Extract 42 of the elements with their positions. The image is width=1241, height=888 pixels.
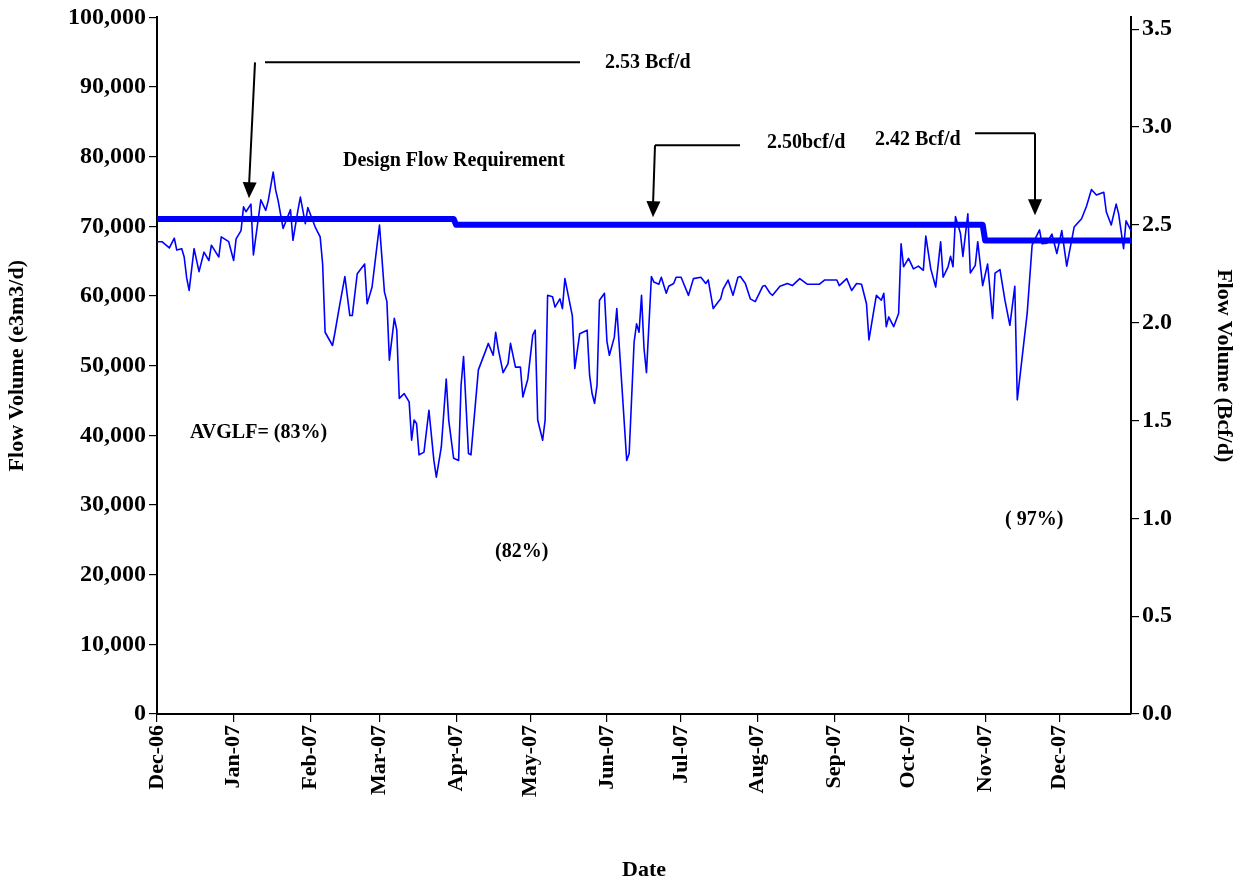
- y2-tick-label: 1.5: [1142, 405, 1172, 432]
- y-tick-label: 50,000: [80, 350, 146, 377]
- y-tick-label: 100,000: [68, 2, 146, 29]
- x-tick-label: Sep-07: [820, 725, 846, 789]
- y2-tick-label: 3.0: [1142, 112, 1172, 139]
- x-tick-label: Jun-07: [592, 725, 618, 790]
- x-tick-label: May-07: [515, 725, 541, 798]
- y-tick-label: 40,000: [80, 420, 146, 447]
- x-tick-label: Aug-07: [743, 725, 769, 794]
- y-axis-title: Flow Volume (e3m3/d): [2, 259, 28, 472]
- y-tick-label: 60,000: [80, 281, 146, 308]
- y-tick-label: 70,000: [80, 211, 146, 238]
- annotation: Design Flow Requirement: [343, 148, 566, 172]
- y-tick-label: 20,000: [80, 559, 146, 586]
- x-tick-label: Jul-07: [666, 725, 692, 784]
- x-tick-label: Dec-06: [142, 725, 168, 790]
- x-tick-label: Oct-07: [894, 725, 920, 789]
- y2-tick-label: 2.0: [1142, 307, 1172, 334]
- annotation: 2.50bcf/d: [767, 130, 846, 153]
- y-tick-label: 10,000: [80, 629, 146, 656]
- x-tick-label: Jan-07: [219, 725, 245, 789]
- y2-tick-label: 2.5: [1142, 210, 1172, 237]
- annotation: ( 97%): [1005, 507, 1064, 531]
- x-axis-title: Date: [622, 856, 667, 882]
- y2-tick-label: 3.5: [1142, 14, 1172, 41]
- annotation: AVGLF= (83%): [190, 420, 328, 444]
- annotation: 2.53 Bcf/d: [605, 49, 691, 72]
- x-tick-label: Mar-07: [365, 725, 391, 796]
- y2-tick-label: 1.0: [1142, 503, 1172, 530]
- x-tick-label: Dec-07: [1045, 725, 1070, 790]
- y2-axis-title: Flow Volume (Bcf/d): [1213, 269, 1239, 463]
- annotation: 2.42 Bcf/d: [875, 126, 961, 149]
- y-tick-label: 0: [134, 699, 146, 726]
- x-tick-label: Feb-07: [295, 725, 321, 790]
- annotation: (82%): [495, 539, 549, 563]
- y-tick-label: 80,000: [80, 141, 146, 168]
- x-tick-label: Nov-07: [970, 725, 996, 793]
- x-tick-label: Apr-07: [441, 725, 467, 792]
- y-tick-label: 90,000: [80, 72, 146, 99]
- y-tick-label: 30,000: [80, 490, 146, 517]
- y2-tick-label: 0.5: [1142, 601, 1172, 628]
- y2-tick-label: 0.0: [1142, 699, 1172, 726]
